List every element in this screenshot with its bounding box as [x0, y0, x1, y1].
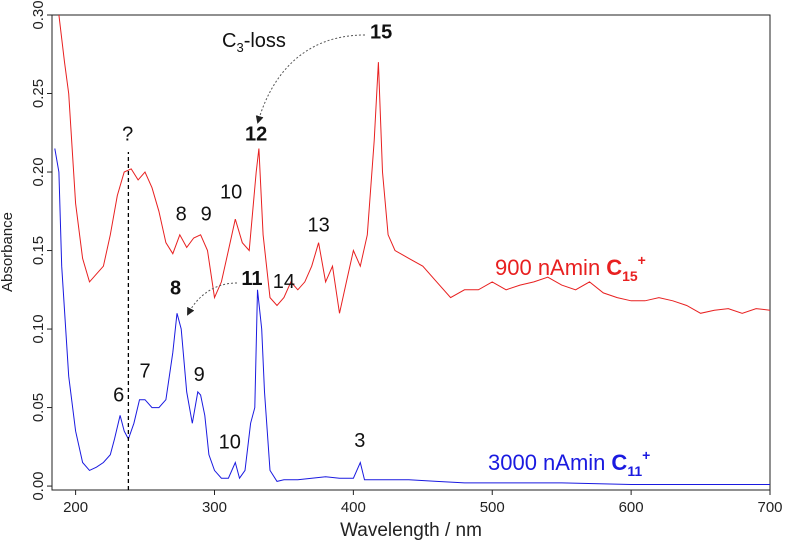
legend-name: 3000 nAmin [488, 450, 605, 475]
x-tick-label: 500 [480, 499, 505, 516]
peak-label: ? [122, 124, 133, 146]
peak-label: 9 [201, 204, 212, 226]
line-series [54, 148, 770, 485]
legend-label: 900 nAmin C15+ [495, 252, 646, 284]
legend-ion-sup: + [642, 447, 650, 463]
y-tick-label: 0.25 [30, 79, 47, 108]
legend-ion-sub: 15 [622, 268, 638, 284]
legend-ion: C [606, 255, 622, 280]
peak-label: 7 [139, 361, 150, 383]
x-tick-label: 600 [619, 499, 644, 516]
legend-ion: C [611, 450, 627, 475]
legend-name: 900 nAmin [495, 255, 600, 280]
peak-label: 14 [273, 271, 295, 293]
y-axis-label: Absorbance [0, 212, 16, 292]
loss-label: C3-loss [222, 30, 286, 55]
peak-label: 8 [170, 278, 181, 300]
arrow [255, 34, 366, 124]
y-tick-label: 0.15 [30, 236, 47, 265]
plot-area [54, 15, 770, 485]
arrow [187, 282, 238, 316]
x-tick-label: 300 [202, 499, 227, 516]
legend-ion-sub: 11 [627, 463, 642, 479]
peak-label: 3 [354, 430, 365, 452]
peak-label: 10 [220, 182, 242, 204]
x-tick-label: 200 [63, 499, 88, 516]
y-tick-label: 0.30 [30, 0, 47, 29]
x-tick-label: 700 [757, 499, 782, 516]
y-tick-label: 0.00 [30, 471, 47, 500]
x-tick-label: 400 [341, 499, 366, 516]
peak-label: 11 [241, 268, 262, 290]
peak-label: 9 [194, 364, 205, 386]
loss-symbol: C [222, 30, 236, 52]
peak-label: 10 [219, 431, 241, 453]
peak-label: 8 [176, 204, 187, 226]
peak-label: 12 [245, 124, 267, 146]
line-series [58, 15, 770, 314]
loss-text: -loss [244, 30, 286, 52]
y-tick-label: 0.05 [30, 393, 47, 422]
peak-label: 6 [113, 384, 124, 406]
peak-label: 13 [308, 215, 330, 237]
loss-sub: 3 [236, 40, 243, 55]
x-axis-label: Wavelength / nm [340, 520, 482, 541]
plot-frame [51, 14, 771, 491]
y-tick-label: 0.20 [30, 157, 47, 186]
legend-ion-sup: + [638, 252, 646, 268]
legend-label: 3000 nAmin C11+ [488, 447, 650, 479]
peak-label: 15 [370, 22, 392, 44]
y-tick-label: 0.10 [30, 314, 47, 343]
